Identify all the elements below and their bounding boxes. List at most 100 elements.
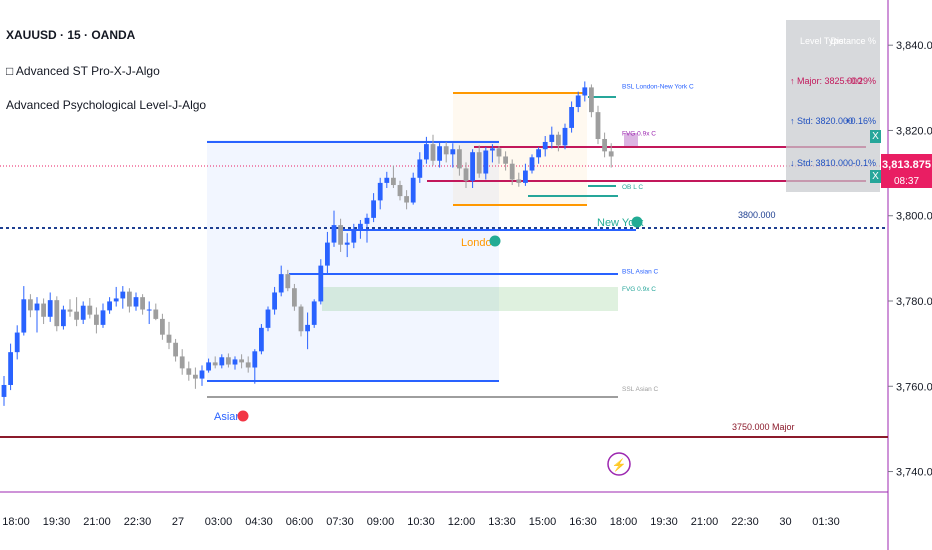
close-level-button[interactable]: X xyxy=(870,130,881,143)
candle-body xyxy=(384,177,390,183)
level-label-3800: 3800.000 xyxy=(738,210,776,220)
distance-cell: +0.29% xyxy=(845,76,876,86)
candle-body xyxy=(536,149,541,158)
candle-body xyxy=(397,185,403,197)
candle-body xyxy=(305,324,310,332)
x-tick-label: 18:00 xyxy=(2,516,30,528)
candle-body xyxy=(272,292,277,310)
london-session-box xyxy=(453,93,587,206)
x-tick-label: 21:00 xyxy=(83,516,111,528)
lightning-icon: ⚡ xyxy=(612,458,627,472)
candle-body xyxy=(265,309,271,328)
candle-body xyxy=(206,362,211,371)
x-tick-label: 27 xyxy=(172,516,184,528)
candle-body xyxy=(509,163,515,180)
candle-body xyxy=(437,146,442,161)
x-tick-label: 01:30 xyxy=(812,516,840,528)
candle-body xyxy=(179,356,185,369)
x-tick-label: 16:30 xyxy=(569,516,597,528)
level-type-cell: ↓ Std: 3810.000 xyxy=(790,158,854,168)
candle-body xyxy=(186,368,192,375)
candle-body xyxy=(523,170,528,183)
distance-cell: -0.1% xyxy=(852,158,876,168)
x-tick-label: 12:00 xyxy=(448,516,476,528)
current-price-badge: 3,813.875 xyxy=(881,154,932,176)
candle-body xyxy=(140,297,145,310)
symbol-title: XAUUSD · 15 · OANDA xyxy=(6,28,136,42)
candle-body xyxy=(483,150,489,174)
candle-body xyxy=(278,274,284,293)
x-tick-label: 04:30 xyxy=(245,516,273,528)
indicator-label-psychological[interactable]: Advanced Psychological Level-J-Algo xyxy=(6,98,207,112)
candle-body xyxy=(14,332,20,353)
candle-body xyxy=(516,179,522,183)
table-row: ↑ Std: 3820.000 +0.16% xyxy=(786,116,880,130)
candle-body xyxy=(153,309,159,319)
candle-body xyxy=(424,144,429,160)
candle-body xyxy=(259,327,264,352)
candle-body xyxy=(503,156,508,164)
y-tick-label: 3,780.000 xyxy=(896,296,932,308)
candle-body xyxy=(562,127,568,146)
x-tick-label: 10:30 xyxy=(407,516,435,528)
annotation-label: BSL London-New York C xyxy=(622,83,694,90)
x-tick-label: 30 xyxy=(779,516,791,528)
candle-body xyxy=(325,242,330,266)
candle-body xyxy=(377,182,383,201)
candle-body xyxy=(285,274,291,289)
candle-body xyxy=(391,177,396,186)
y-tick-label: 3,760.000 xyxy=(896,381,932,393)
candle-body xyxy=(199,370,205,379)
annotation-label: FVG 0.9x C xyxy=(622,131,656,138)
candle-body xyxy=(410,177,416,203)
x-tick-label: 21:00 xyxy=(691,516,719,528)
candle-body xyxy=(344,242,350,245)
x-tick-label: 22:30 xyxy=(124,516,152,528)
candle-body xyxy=(457,149,462,169)
candle-body xyxy=(569,107,574,128)
candle-body xyxy=(595,112,601,139)
candle-body xyxy=(166,334,172,343)
candle-body xyxy=(28,299,33,311)
indicator-label-supertrend[interactable]: □ Advanced ST Pro-X-J-Algo xyxy=(6,64,160,78)
candle-body xyxy=(476,152,482,174)
candle-body xyxy=(608,151,614,157)
candle-body xyxy=(160,318,165,335)
close-level-button[interactable]: X xyxy=(870,170,881,183)
candle-body xyxy=(556,134,561,146)
x-tick-label: 07:30 xyxy=(326,516,354,528)
x-tick-label: 18:00 xyxy=(610,516,638,528)
candle-body xyxy=(450,149,456,155)
candle-body xyxy=(404,196,409,203)
candle-body xyxy=(245,362,251,368)
candle-body xyxy=(107,301,112,311)
candle-body xyxy=(94,314,99,325)
x-tick-label: 19:30 xyxy=(43,516,71,528)
candle-body xyxy=(212,362,218,366)
event-marker-icon xyxy=(607,452,631,476)
session-marker-new-york xyxy=(631,216,643,228)
candle-body xyxy=(133,297,139,307)
candle-body xyxy=(602,138,607,152)
candle-body xyxy=(113,298,119,302)
candle-body xyxy=(463,168,469,181)
candle-body xyxy=(298,306,304,332)
candle-body xyxy=(146,309,152,311)
candle-body xyxy=(80,305,86,320)
annotation-label: BSL Asian C xyxy=(622,268,659,275)
x-tick-label: 03:00 xyxy=(205,516,233,528)
candle-body xyxy=(21,299,27,333)
annotation-label: SSL Asian C xyxy=(622,386,659,393)
distance-cell: +0.16% xyxy=(845,116,876,126)
level-distance-table: Level Type Distance % ↑ Major: 3825.000 … xyxy=(786,20,880,192)
candle-body xyxy=(47,300,53,317)
candle-body xyxy=(582,87,588,96)
candle-body xyxy=(252,351,258,368)
session-marker-asian xyxy=(237,410,249,422)
level-label-3750-major: 3750.000 Major xyxy=(732,422,795,432)
candle-body xyxy=(219,357,225,366)
candle-body xyxy=(120,291,126,299)
candle-body xyxy=(575,95,581,108)
candle-body xyxy=(41,303,46,317)
